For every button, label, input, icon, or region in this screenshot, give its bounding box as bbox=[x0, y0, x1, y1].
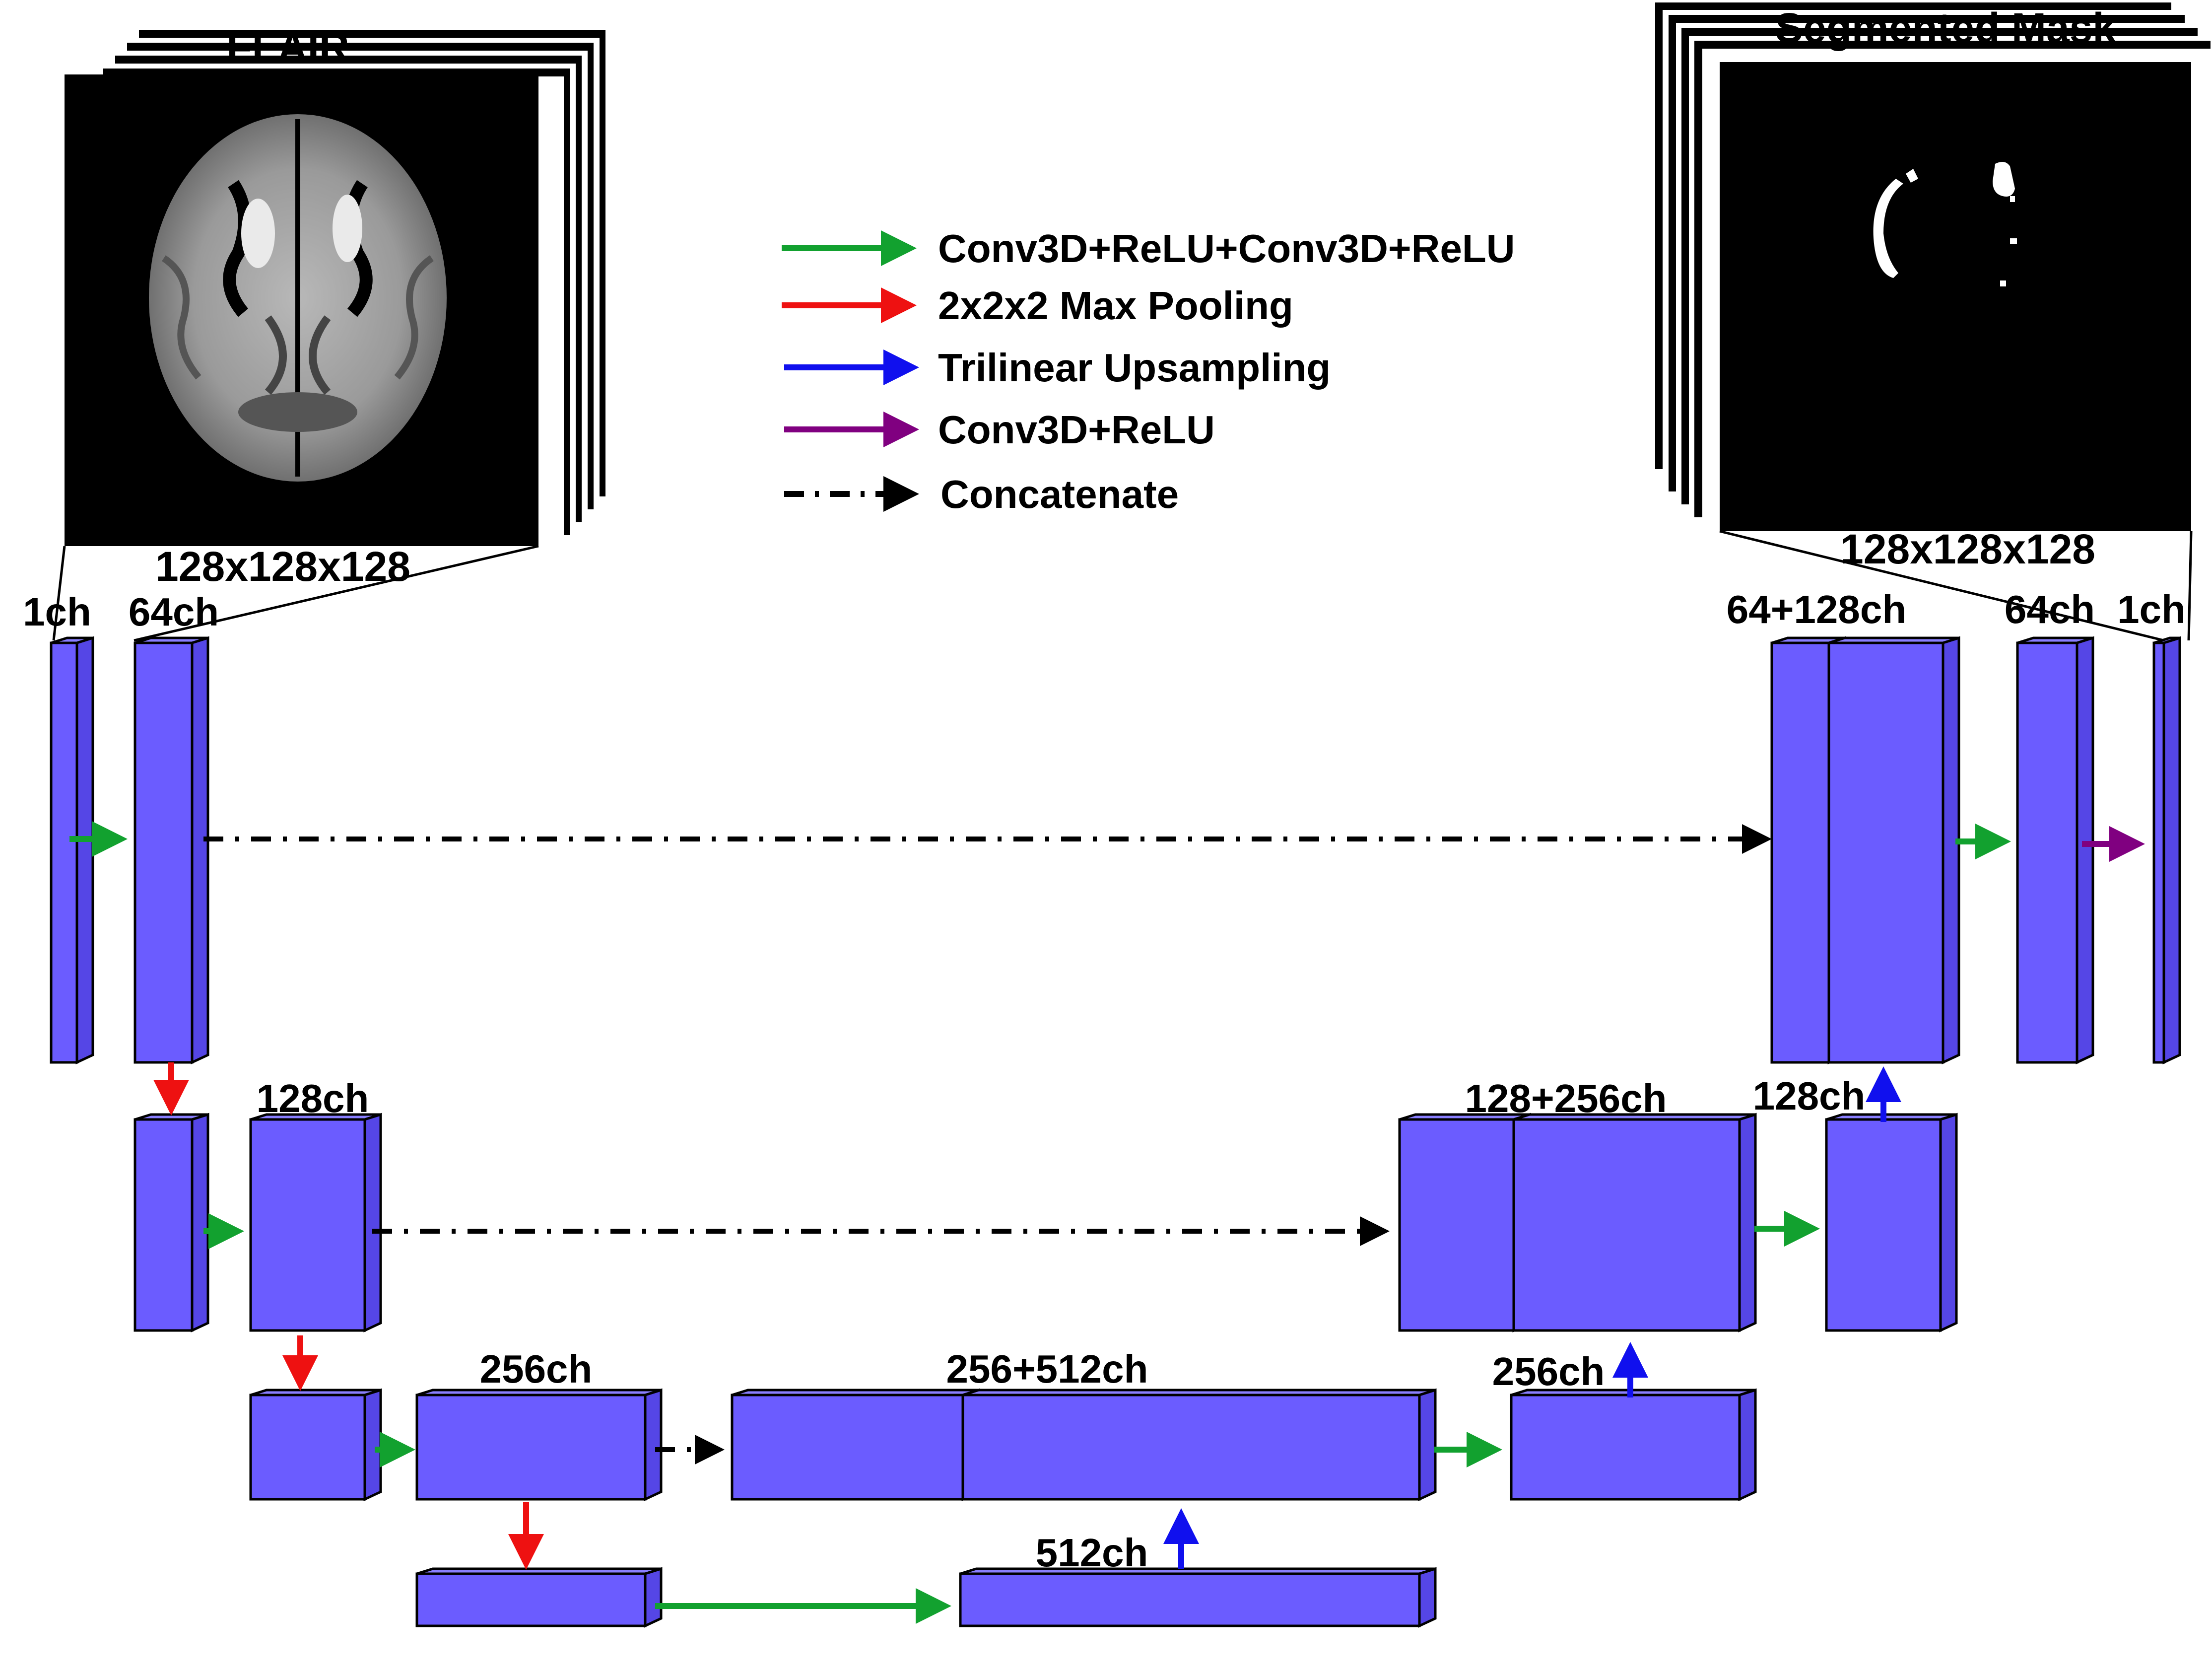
block-dec3 bbox=[1510, 1388, 1757, 1501]
channel-labels: 1ch 64ch 128ch 256ch 512ch 256+512ch 256… bbox=[23, 587, 2186, 1575]
block-dec3-concat-b bbox=[961, 1388, 1437, 1501]
block-dec2-concat-a bbox=[1398, 1113, 1531, 1332]
label-in-1ch: 1ch bbox=[23, 590, 91, 634]
legend-upsample: Trilinear Upsampling bbox=[938, 346, 1331, 390]
connections bbox=[69, 821, 2145, 1624]
block-pool3 bbox=[415, 1567, 663, 1628]
segmented-mask-image bbox=[1720, 62, 2191, 531]
label-bottleneck: 512ch bbox=[1036, 1531, 1148, 1575]
legend-concat: Concatenate bbox=[940, 472, 1179, 516]
block-dec1 bbox=[2016, 636, 2094, 1064]
output-size-label: 128x128x128 bbox=[1840, 526, 2095, 572]
input-size-label: 128x128x128 bbox=[155, 543, 410, 590]
block-pool2 bbox=[249, 1388, 382, 1501]
label-dec1: 64ch bbox=[2005, 587, 2095, 631]
label-dec3-cat: 256+512ch bbox=[946, 1347, 1148, 1391]
label-enc3: 256ch bbox=[480, 1347, 593, 1391]
label-enc2: 128ch bbox=[257, 1076, 369, 1120]
output-title: Segmented Mask bbox=[1775, 4, 2116, 51]
legend-conv-single: Conv3D+ReLU bbox=[938, 408, 1215, 452]
block-dec1-concat-b bbox=[1827, 636, 1960, 1064]
label-dec2-cat: 128+256ch bbox=[1465, 1076, 1667, 1120]
block-enc2 bbox=[249, 1113, 382, 1332]
legend-maxpool: 2x2x2 Max Pooling bbox=[938, 283, 1293, 328]
label-enc1: 64ch bbox=[129, 590, 219, 634]
label-out-1ch: 1ch bbox=[2117, 587, 2186, 631]
label-dec3: 256ch bbox=[1492, 1349, 1605, 1394]
block-dec2 bbox=[1825, 1113, 1958, 1332]
label-dec2: 128ch bbox=[1753, 1074, 1866, 1118]
input-image-stack: FLAIR 128x128x128 bbox=[52, 24, 605, 642]
output-image-stack: Segmented Mask 128x128x128 bbox=[1655, 2, 2212, 642]
legend: Conv3D+ReLU+Conv3D+ReLU 2x2x2 Max Poolin… bbox=[782, 226, 1515, 516]
feature-blocks bbox=[50, 636, 2181, 1628]
input-title: FLAIR bbox=[226, 24, 349, 71]
lesion-mask bbox=[1873, 162, 2017, 286]
brain-slice bbox=[149, 114, 447, 482]
block-enc3 bbox=[415, 1388, 663, 1501]
block-pool1 bbox=[134, 1113, 209, 1332]
label-dec1-cat: 64+128ch bbox=[1727, 587, 1907, 631]
block-bottleneck bbox=[959, 1567, 1437, 1628]
block-dec3-concat-a bbox=[731, 1388, 980, 1501]
block-input-1ch bbox=[50, 636, 94, 1064]
block-enc1 bbox=[134, 636, 209, 1064]
legend-conv-double: Conv3D+ReLU+Conv3D+ReLU bbox=[938, 226, 1515, 271]
block-dec2-concat-b bbox=[1512, 1113, 1757, 1332]
block-output-1ch bbox=[2152, 636, 2181, 1064]
